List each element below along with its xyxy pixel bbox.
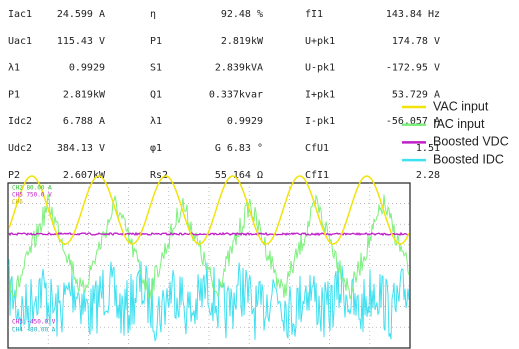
- legend-label: Boosted VDC: [433, 135, 509, 149]
- value: 2.607kW: [63, 170, 106, 181]
- screen: Iac1 24.599 A η 92.48 % fI1 143.84 Hz Uac1 115.…: [0, 0, 519, 349]
- legend-label: Boosted IDC: [433, 152, 504, 166]
- value: 55.164 Ω: [215, 170, 263, 181]
- label: CfI1: [305, 170, 329, 181]
- value: 174.78 V: [392, 36, 440, 47]
- value: 384.13 V: [57, 143, 105, 154]
- label: P2: [8, 170, 20, 181]
- label: Q1: [150, 89, 162, 100]
- value: 0.337kvar: [209, 89, 263, 100]
- label: Rs2: [150, 170, 168, 181]
- page: {"table": {"rows": [ ["Iac1", "24.599 A"…: [0, 0, 519, 349]
- label: φ1: [150, 143, 162, 154]
- value: 0.9929: [69, 63, 105, 74]
- label: P1: [150, 36, 162, 47]
- value: 2.819kW: [221, 36, 264, 47]
- legend-label: IAC input: [433, 117, 485, 131]
- channel-label: CH3 -450.0 V: [12, 319, 56, 326]
- label: I+pk1: [305, 89, 335, 100]
- value: 92.48 %: [221, 9, 263, 20]
- legend-label: VAC input: [433, 99, 489, 113]
- label: I-pk1: [305, 116, 335, 127]
- value: 24.599 A: [57, 9, 105, 20]
- label: fI1: [305, 9, 323, 20]
- label: λ1: [150, 116, 162, 127]
- label: CfU1: [305, 143, 329, 154]
- label: Uac1: [8, 36, 32, 47]
- value: 2.28: [416, 170, 440, 181]
- value: 0.9929: [227, 116, 263, 127]
- value: 6.788 A: [63, 116, 105, 127]
- channel-label: CH5 750.0 V: [12, 192, 52, 199]
- label: η: [150, 9, 156, 20]
- label: Udc2: [8, 143, 32, 154]
- value: 143.84 Hz: [386, 9, 440, 20]
- value: 2.819kW: [63, 89, 106, 100]
- label: Idc2: [8, 116, 32, 127]
- value: G 6.83 °: [215, 143, 263, 154]
- label: U-pk1: [305, 63, 335, 74]
- value: 115.43 V: [57, 36, 105, 47]
- legend: VAC input IAC input Boosted VDC Boosted IDC: [402, 99, 509, 166]
- label: U+pk1: [305, 36, 335, 47]
- label: P1: [8, 89, 20, 100]
- label: S1: [150, 63, 162, 74]
- value: -172.95 V: [386, 63, 440, 74]
- measurement-table: Iac1 24.599 A η 92.48 % fI1 143.84 Hz Uac1 115.…: [8, 9, 440, 181]
- label: Iac1: [8, 9, 32, 20]
- channel-label: CH4 -80.00 A: [12, 327, 56, 334]
- value: 2.839kVA: [215, 63, 263, 74]
- channel-label: CH2 80.00 A: [12, 185, 52, 192]
- label: λ1: [8, 63, 20, 74]
- channel-label: CH6: [12, 199, 23, 206]
